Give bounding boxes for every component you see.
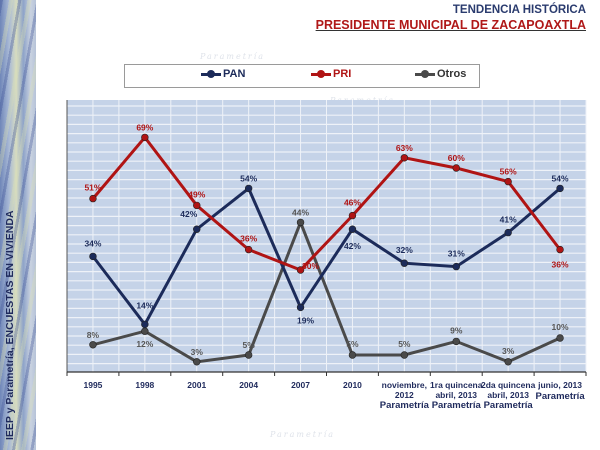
data-point-otros [141,327,149,335]
data-label-otros: 5% [243,340,256,350]
series-line-pan [91,186,562,328]
data-label-pri: 30% [302,261,319,271]
data-point-pan [400,259,409,267]
x-tick-label: 2da quincena [481,380,536,390]
legend-label-pri: PRI [333,68,352,80]
data-label-pri: 46% [344,198,361,208]
x-tick-label-line2: abril, 2013 [435,390,477,400]
x-tick-label-line2: 2012 [395,390,414,400]
data-point-otros [244,351,253,359]
data-point-otros [504,358,512,366]
x-tick-label: 2001 [187,380,206,390]
data-label-pri: 36% [240,234,257,244]
x-tick-label: 2007 [291,380,310,390]
data-point-pan [89,252,97,261]
data-label-pan: 42% [180,209,197,219]
data-point-pan [193,225,201,233]
data-label-otros: 3% [502,346,515,356]
data-point-pri [452,164,460,172]
data-label-otros: 3% [191,347,204,357]
data-label-pan: 14% [136,300,153,310]
data-label-pan: 32% [396,245,413,255]
data-label-pan: 19% [297,315,314,325]
x-tick-label: 1ra quincena [430,380,483,390]
chart-title: TENDENCIA HISTÓRICA [452,4,586,16]
legend-swatch-pan [201,70,221,78]
x-tick-label: 2010 [343,380,362,390]
legend-item-pri: PRI [311,68,351,80]
decorative-side-strip: IEEP y Parametría, ENCUESTAS EN VIVIENDA [0,0,36,450]
data-point-otros [452,337,460,346]
legend-label-pan: PAN [223,68,246,80]
data-label-pan: 54% [552,173,569,183]
series-line-otros [92,218,561,364]
data-point-otros [348,351,357,359]
data-point-pan [556,184,564,193]
data-label-otros: 5% [346,339,359,349]
legend-item-otros: Otros [415,68,466,80]
data-point-pri [556,245,564,254]
data-point-pri [400,154,409,162]
legend-swatch-pri [311,70,331,78]
legend-item-pan: PAN [201,68,245,80]
legend-swatch-otros [415,70,435,78]
x-tick-label: 1998 [135,380,154,390]
data-label-pan: 54% [240,173,257,183]
legend-label-otros: Otros [437,68,467,80]
watermark-text: Parametría [270,430,336,439]
data-point-pri [89,194,97,203]
data-label-otros: 44% [292,207,309,217]
series-line-pri [91,135,562,272]
chart-subtitle: PRESIDENTE MUNICIPAL DE ZACAPOAXTLA [315,18,586,32]
data-label-pri: 56% [500,167,517,177]
x-tick-source-label: Parametría [535,391,585,402]
data-label-otros: 10% [552,322,569,332]
x-tick-source-label: Parametría [484,400,534,411]
data-point-pan [348,225,357,233]
data-label-pri: 69% [136,122,153,132]
data-point-pri [504,177,512,186]
data-point-pan [141,320,149,329]
data-label-pan: 42% [344,241,361,251]
data-label-pri: 63% [396,143,413,153]
data-label-pan: 34% [84,238,101,248]
data-point-pri [244,245,253,254]
data-label-pan: 31% [448,249,465,259]
data-point-pri [141,133,149,142]
x-tick-label: junio, 2013 [537,380,582,390]
x-tick-label: noviembre, [382,380,427,390]
x-tick-source-label: Parametría [432,400,482,411]
data-point-pan [452,262,460,271]
data-label-pri: 36% [552,260,569,270]
x-tick-label: 1995 [83,380,102,390]
data-point-pri [348,211,357,220]
data-point-otros [556,334,564,342]
x-tick-source-label: Parametría [380,400,430,411]
chart-legend: PAN PRI Otros [124,64,480,88]
data-point-pan [504,228,512,237]
watermark-text: Parametría [200,52,266,61]
data-point-otros [296,218,305,227]
data-label-pri: 60% [448,153,465,163]
data-label-pri: 49% [188,189,205,199]
data-point-otros [89,341,97,349]
data-label-otros: 5% [398,339,411,349]
x-tick-label-line2: abril, 2013 [487,390,529,400]
data-label-otros: 8% [87,330,100,340]
data-point-pri [296,266,305,274]
data-label-pan: 41% [500,215,517,225]
data-point-pan [296,303,305,312]
data-label-otros: 9% [450,325,463,335]
data-point-pri [193,201,201,210]
data-point-otros [193,358,201,366]
data-label-pri: 51% [84,183,101,193]
x-tick-label: 2004 [239,380,258,390]
data-label-otros: 12% [136,339,153,349]
data-point-otros [400,351,409,359]
data-point-pan [244,184,253,193]
